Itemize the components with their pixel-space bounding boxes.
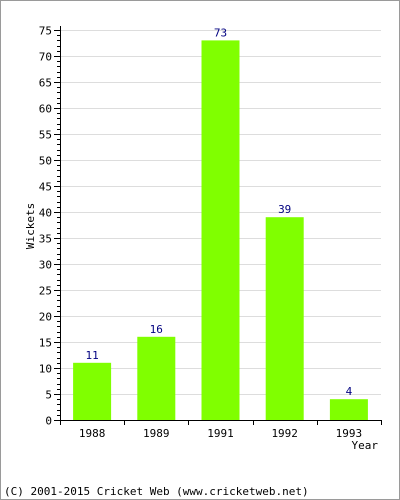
data-label: 11: [85, 349, 98, 362]
y-tick-label: 0: [45, 415, 52, 428]
data-label: 4: [346, 385, 353, 398]
y-tick-label: 65: [39, 77, 52, 90]
copyright-footer: (C) 2001-2015 Cricket Web (www.cricketwe…: [4, 485, 309, 498]
x-axis-label: Year: [352, 439, 379, 452]
y-tick-labels: 0 5 10 15 20 25 30 35 40 45 50 55 60 65 70 75: [39, 25, 52, 428]
bar: [329, 399, 368, 420]
axes: [54, 26, 382, 425]
y-tick-label: 25: [39, 285, 52, 298]
data-labels: 11 16 73 39 4: [85, 26, 352, 398]
bar: [73, 362, 112, 420]
bar: [201, 40, 240, 421]
data-label: 73: [214, 26, 227, 39]
y-tick-label: 30: [39, 259, 52, 272]
y-tick-label: 70: [39, 51, 52, 64]
bars: [73, 40, 368, 421]
y-tick-label: 35: [39, 233, 52, 246]
bar: [265, 217, 304, 420]
y-tick-label: 45: [39, 181, 52, 194]
y-tick-label: 40: [39, 207, 52, 220]
x-tick-label: 1993: [336, 427, 363, 440]
y-tick-label: 75: [39, 25, 52, 38]
data-label: 16: [150, 323, 163, 336]
y-tick-label: 5: [45, 389, 52, 402]
y-tick-label: 15: [39, 337, 52, 350]
x-tick-label: 1991: [207, 427, 234, 440]
y-axis-label: Wickets: [24, 203, 37, 249]
x-tick-label: 1988: [79, 427, 106, 440]
x-tick-labels: 1988 1989 1991 1992 1993: [79, 427, 362, 440]
bar: [137, 336, 176, 420]
y-tick-label: 60: [39, 103, 52, 116]
y-tick-label: 50: [39, 155, 52, 168]
y-tick-label: 55: [39, 129, 52, 142]
y-tick-label: 20: [39, 311, 52, 324]
x-tick-label: 1992: [271, 427, 298, 440]
x-tick-label: 1989: [143, 427, 170, 440]
data-label: 39: [278, 203, 291, 216]
y-tick-label: 10: [39, 363, 52, 376]
